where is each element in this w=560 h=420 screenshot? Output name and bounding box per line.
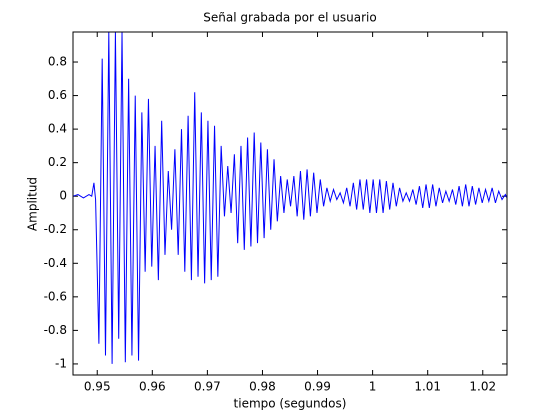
x-tick-label: 0.95 <box>84 380 111 394</box>
y-tick-label: -0.8 <box>44 323 67 337</box>
y-tick-label: -1 <box>55 356 67 370</box>
x-tick-label: 1.01 <box>414 380 441 394</box>
y-tick-label: 0 <box>59 189 67 203</box>
y-tick-label: 0.6 <box>48 88 67 102</box>
y-tick-label: -0.6 <box>44 289 67 303</box>
y-tick-label: 0.8 <box>48 55 67 69</box>
plot-frame <box>72 31 508 376</box>
x-tick-label: 0.98 <box>249 380 276 394</box>
y-tick-label: -0.2 <box>44 222 67 236</box>
x-tick-label: 0.97 <box>194 380 221 394</box>
y-tick-label: -0.4 <box>44 256 67 270</box>
x-tick-label: 1 <box>369 380 377 394</box>
y-tick-label: 0.2 <box>48 155 67 169</box>
y-tick-label: 0.4 <box>48 122 67 136</box>
x-tick-label: 0.99 <box>304 380 331 394</box>
x-tick-label: 1.02 <box>469 380 496 394</box>
x-tick-label: 0.96 <box>139 380 166 394</box>
y-axis-label: Amplitud <box>26 177 40 231</box>
signal-line <box>72 31 508 364</box>
chart-title: Señal grabada por el usuario <box>203 11 376 25</box>
x-axis-label: tiempo (segundos) <box>234 397 347 411</box>
